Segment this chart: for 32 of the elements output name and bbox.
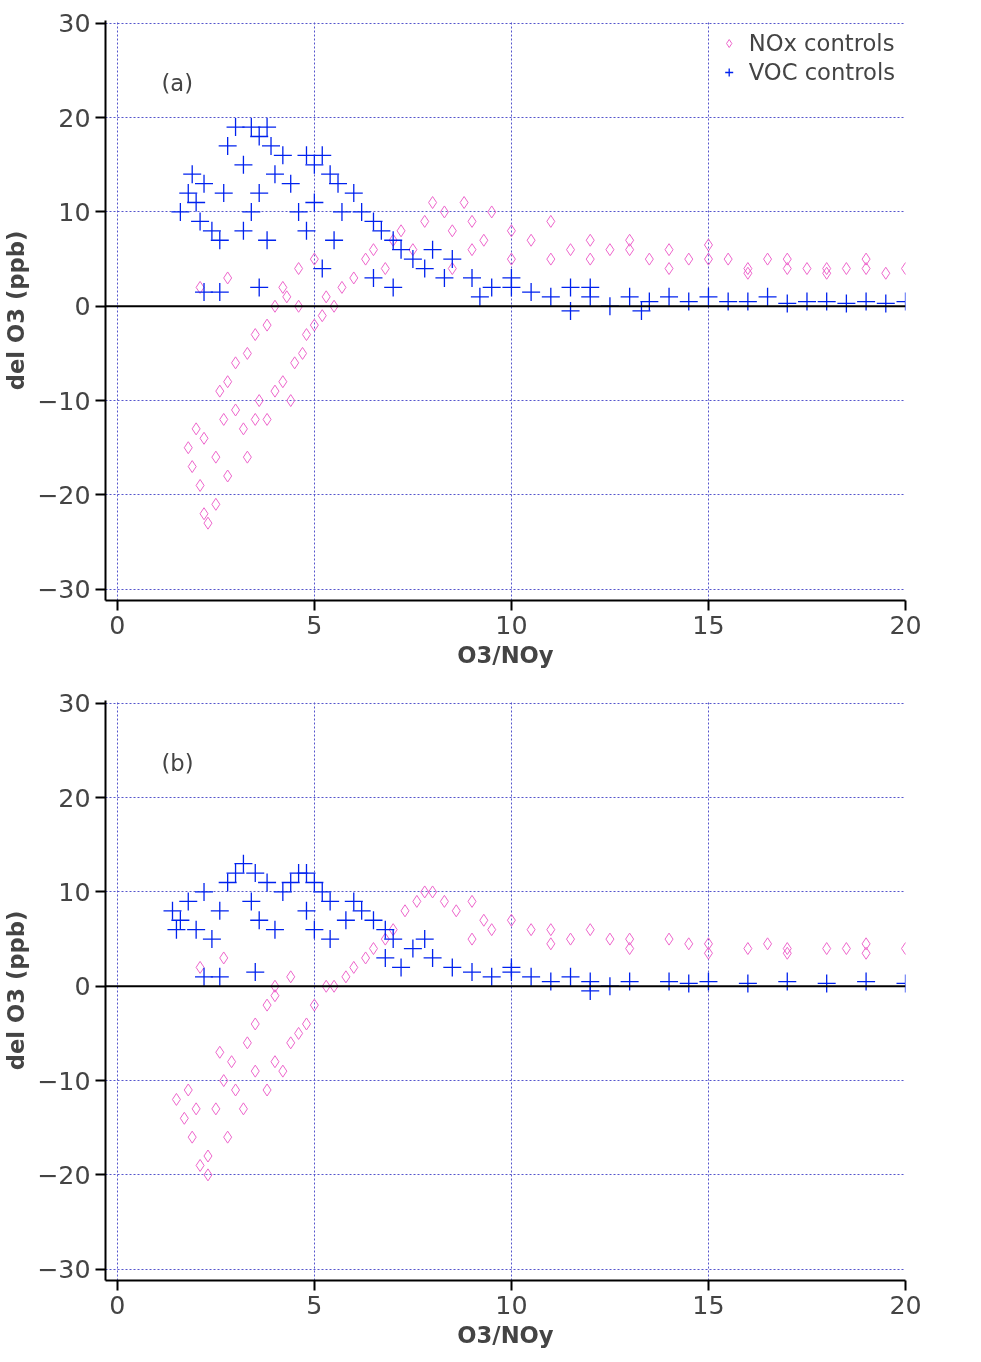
x-tick-label: 20 xyxy=(889,1289,922,1320)
x-tick-label: 15 xyxy=(692,609,725,640)
legend-label: VOC controls xyxy=(748,59,895,85)
y-tick-label: 20 xyxy=(58,782,91,813)
y-tick-label: 20 xyxy=(58,102,91,133)
x-tick-label: 20 xyxy=(889,609,922,640)
x-tick-label: 10 xyxy=(495,1289,528,1320)
y-tick-label: −30 xyxy=(37,574,91,605)
legend-label: NOx controls xyxy=(748,30,895,56)
x-tick-label: 15 xyxy=(692,1289,725,1320)
y-tick-label: −10 xyxy=(37,385,91,416)
y-tick-label: 0 xyxy=(74,291,91,322)
y-tick-label: −10 xyxy=(37,1065,91,1096)
y-tick-label: 10 xyxy=(58,876,91,907)
x-tick-label: 5 xyxy=(306,609,323,640)
x-tick-label: 0 xyxy=(109,609,126,640)
y-tick-label: −20 xyxy=(37,1159,91,1190)
x-tick-label: 0 xyxy=(109,1289,126,1320)
y-tick-label: 30 xyxy=(58,688,91,719)
annotation: (a) xyxy=(161,69,194,96)
x-tick-label: 10 xyxy=(495,609,528,640)
x-tick-label: 5 xyxy=(306,1289,323,1320)
annotation: (b) xyxy=(161,749,194,776)
y-tick-label: 10 xyxy=(58,196,91,227)
y-tick-label: −20 xyxy=(37,479,91,510)
x-axis-title: O3/NOy xyxy=(457,641,554,668)
y-axis-title: del O3 (ppb) xyxy=(3,230,30,391)
x-axis-title: O3/NOy xyxy=(457,1321,554,1348)
y-axis-title: del O3 (ppb) xyxy=(3,910,30,1071)
y-tick-label: 30 xyxy=(58,8,91,39)
y-tick-label: 0 xyxy=(74,971,91,1002)
y-tick-label: −30 xyxy=(37,1254,91,1285)
